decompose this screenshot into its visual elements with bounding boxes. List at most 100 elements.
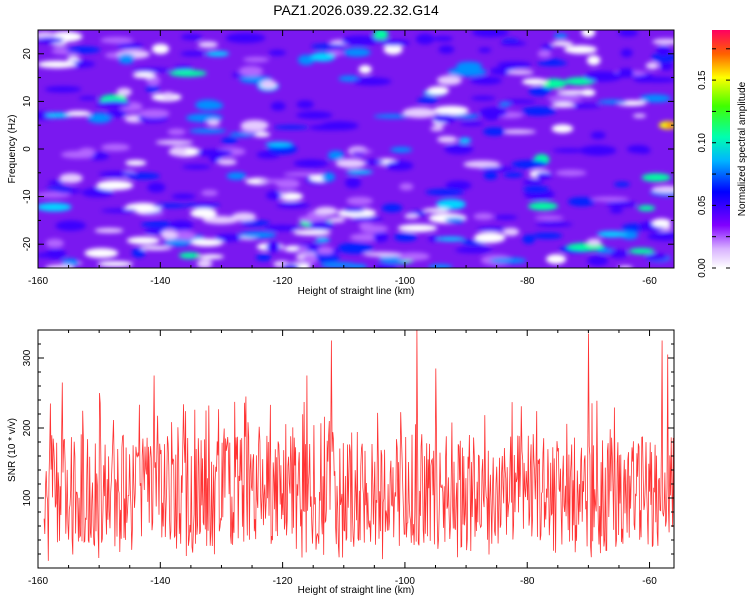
spectrogram-blob bbox=[521, 106, 556, 116]
spectrogram-blob bbox=[428, 235, 441, 242]
spectrogram-blob bbox=[231, 212, 257, 222]
spectrogram-blob bbox=[523, 185, 550, 193]
spectrogram-x-ticks: -160 -140 -120 -100 -80 -60 bbox=[28, 30, 657, 287]
spectrogram-blob bbox=[479, 166, 517, 172]
figure-title: PAZ1.2026.039.22.32.G14 bbox=[273, 2, 439, 18]
spectrogram-blob bbox=[511, 160, 547, 169]
spectrogram-blob bbox=[171, 193, 196, 200]
spectrogram-blob bbox=[535, 222, 573, 227]
spectrogram-blob bbox=[428, 264, 453, 268]
spectrogram-blob bbox=[221, 137, 238, 144]
spectrogram-blob bbox=[59, 173, 83, 184]
spectrogram-blob bbox=[483, 171, 498, 180]
spectrogram-blob bbox=[590, 131, 606, 140]
spectrogram-blob bbox=[645, 61, 659, 70]
spectrogram-blob bbox=[202, 215, 239, 225]
spectrogram-blob bbox=[427, 86, 450, 95]
x-tick-label: -120 bbox=[273, 276, 293, 287]
spectrogram-blob bbox=[567, 197, 596, 207]
spectrogram-blob bbox=[283, 172, 321, 177]
spectrogram-blob bbox=[101, 143, 130, 152]
spectrogram-blob bbox=[620, 48, 633, 58]
spectrogram-blob bbox=[298, 215, 329, 223]
snr-x-axis-label: Height of straight line (km) bbox=[298, 585, 415, 596]
spectrogram-blob bbox=[160, 229, 178, 240]
spectrogram-blob bbox=[651, 52, 674, 63]
spectrogram-blob bbox=[345, 169, 373, 175]
spectrogram-blob bbox=[337, 242, 374, 254]
spectrogram-blob bbox=[652, 38, 674, 45]
spectrogram-y-axis-label: Frequency (Hz) bbox=[7, 115, 18, 184]
spectrogram-blobs bbox=[38, 30, 674, 268]
spectrogram-blob bbox=[472, 30, 509, 38]
spectrogram-blob bbox=[432, 114, 457, 123]
spectrogram-blob bbox=[197, 41, 219, 48]
spectrogram-blob bbox=[373, 232, 389, 243]
spectrogram-blob bbox=[579, 145, 617, 156]
spectrogram-blob bbox=[217, 158, 237, 166]
spectrogram-blob bbox=[566, 103, 602, 109]
spectrogram-blob bbox=[66, 110, 91, 117]
spectrogram-blob bbox=[238, 66, 264, 77]
snr-x-ticks: -160 -140 -120 -100 -80 -60 bbox=[28, 330, 657, 587]
spectrogram-blob bbox=[352, 77, 392, 86]
spectrogram-blob bbox=[639, 94, 671, 103]
spectrogram-blob bbox=[351, 216, 384, 222]
spectrogram-blob bbox=[402, 107, 437, 118]
spectrogram-blob bbox=[651, 218, 672, 228]
spectrogram-blob bbox=[182, 164, 211, 170]
spectrogram-blob bbox=[310, 43, 347, 50]
spectrogram-blob bbox=[240, 119, 269, 131]
spectrogram-blob bbox=[551, 124, 574, 134]
spectrogram-blob bbox=[226, 172, 247, 180]
spectrogram-blob bbox=[489, 257, 527, 264]
spectrogram-blob bbox=[587, 255, 609, 266]
x-tick-label: -80 bbox=[520, 276, 535, 287]
spectrogram-blob bbox=[638, 77, 674, 83]
spectrogram-blob bbox=[473, 212, 494, 221]
snr-y-axis-label: SNR (10 * v/v) bbox=[7, 418, 18, 482]
spectrogram-blob bbox=[309, 221, 334, 230]
spectrogram-blob bbox=[194, 202, 216, 210]
spectrogram-blob bbox=[55, 220, 86, 231]
spectrogram-blob bbox=[422, 208, 450, 213]
spectrogram-blob bbox=[563, 45, 598, 54]
spectrogram-blob bbox=[169, 69, 207, 77]
spectrogram-blob bbox=[321, 172, 335, 182]
spectrogram-blob bbox=[555, 169, 587, 177]
spectrogram-blob bbox=[438, 45, 455, 54]
spectrogram-blob bbox=[586, 238, 602, 246]
spectrogram-blob bbox=[656, 45, 671, 57]
spectrogram-blob bbox=[632, 113, 647, 118]
spectrogram-blob bbox=[637, 205, 656, 212]
spectrogram-blob bbox=[404, 213, 419, 219]
spectrogram-x-axis-label: Height of straight line (km) bbox=[298, 286, 415, 297]
spectrogram-blob bbox=[537, 60, 568, 66]
spectrogram-blob bbox=[583, 71, 622, 82]
spectrogram-blob bbox=[38, 192, 71, 198]
spectrogram-blob bbox=[84, 248, 119, 259]
colorbar-ticks: 0.00 0.05 0.10 0.15 bbox=[697, 48, 730, 278]
spectrogram-blob bbox=[437, 136, 458, 143]
spectrogram-peak-core bbox=[665, 123, 674, 128]
spectrogram-blob bbox=[201, 189, 218, 197]
spectrogram-blob bbox=[618, 30, 639, 37]
spectrogram-blob bbox=[373, 30, 389, 40]
spectrogram-blob bbox=[44, 86, 82, 93]
spectrogram-blob bbox=[397, 252, 430, 261]
spectrogram-blob bbox=[38, 252, 51, 258]
spectrogram-blob bbox=[628, 248, 655, 255]
spectrogram-blob bbox=[375, 263, 398, 268]
spectrogram-blob bbox=[293, 159, 329, 168]
spectrogram-blob bbox=[81, 187, 114, 198]
spectrogram-blob bbox=[66, 46, 101, 54]
spectrogram-blob bbox=[436, 199, 466, 210]
spectrogram-blob bbox=[315, 237, 330, 243]
spectrogram-blob bbox=[296, 100, 314, 109]
spectrogram-blob bbox=[498, 129, 537, 134]
spectrogram-blob bbox=[345, 177, 361, 189]
spectrogram-blob bbox=[341, 35, 379, 46]
spectrogram-blob bbox=[383, 44, 403, 55]
spectrogram-blob bbox=[532, 232, 563, 239]
spectrogram-blob bbox=[263, 225, 301, 231]
